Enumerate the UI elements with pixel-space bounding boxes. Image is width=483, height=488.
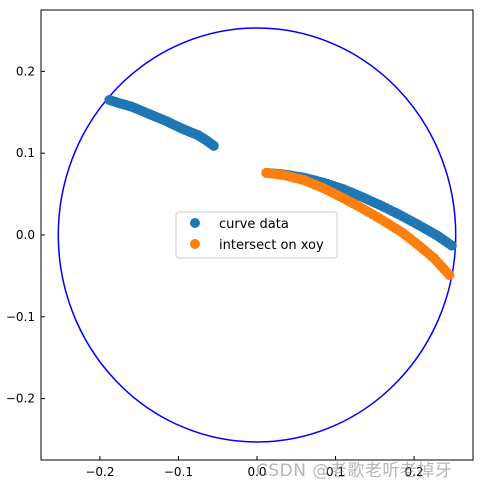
data-point [446, 240, 457, 251]
data-point [208, 140, 219, 151]
x-tick-label: 0.0 [247, 465, 266, 479]
series-layer [104, 95, 457, 281]
x-axis: −0.2 −0.1 0.0 0.1 0.2 [85, 456, 424, 479]
legend-marker-curve-data [190, 218, 200, 228]
y-axis: −0.2 −0.1 0.0 0.1 0.2 [6, 64, 45, 406]
data-point [444, 270, 455, 281]
watermark: CSDN @老歌老听老掉牙 [256, 461, 453, 481]
y-tick-label: −0.1 [6, 310, 35, 324]
y-tick-label: 0.1 [16, 146, 35, 160]
x-tick-label: −0.2 [85, 465, 114, 479]
x-tick-label: 0.1 [326, 465, 345, 479]
y-tick-label: 0.0 [16, 228, 35, 242]
legend: curve data intersect on xoy [175, 211, 338, 259]
legend-marker-intersect-on-xoy [190, 239, 200, 249]
legend-label-curve-data: curve data [219, 217, 289, 232]
circle-outline [57, 27, 457, 443]
legend-box [175, 211, 338, 259]
legend-label-intersect-on-xoy: intersect on xoy [219, 238, 324, 253]
x-tick-label: −0.1 [164, 465, 193, 479]
series-1 [261, 167, 455, 281]
y-tick-label: −0.2 [6, 392, 35, 406]
x-tick-label: 0.2 [405, 465, 424, 479]
y-tick-label: 0.2 [16, 64, 35, 78]
